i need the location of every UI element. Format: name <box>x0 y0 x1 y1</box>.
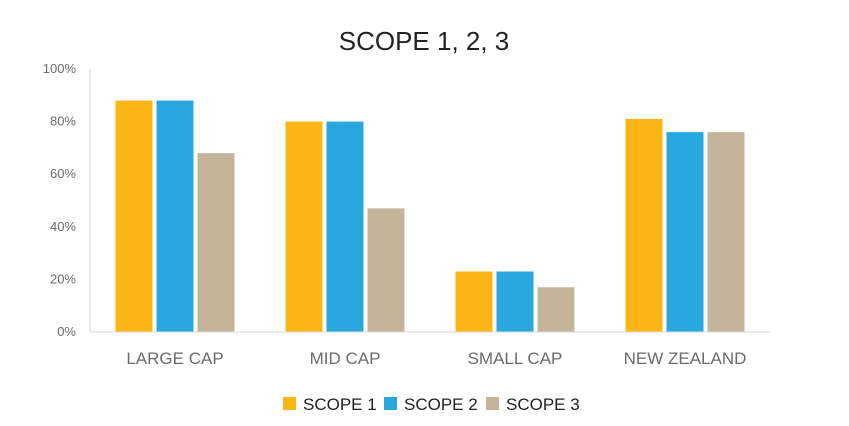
y-tick-label: 0% <box>57 324 76 339</box>
bar-scope-2-large-cap <box>156 100 194 332</box>
bar-scope-3-small-cap <box>537 287 575 332</box>
y-tick-label: 60% <box>50 166 76 181</box>
bar-scope-1-new-zealand <box>625 118 663 332</box>
x-tick-label: MID CAP <box>310 349 381 368</box>
legend-item: SCOPE 3 <box>486 395 580 414</box>
legend: SCOPE 1 SCOPE 2 SCOPE 3 <box>283 395 580 414</box>
bar-scope-1-small-cap <box>455 271 493 332</box>
bar-scope-3-large-cap <box>197 153 235 332</box>
legend-label: SCOPE 2 <box>404 395 478 414</box>
x-tick-label: NEW ZEALAND <box>624 349 747 368</box>
legend-item: SCOPE 1 <box>283 395 377 414</box>
bar-scope-3-mid-cap <box>367 208 405 332</box>
chart-title: SCOPE 1, 2, 3 <box>339 26 510 56</box>
bar-scope-2-new-zealand <box>666 132 704 332</box>
y-tick-label: 20% <box>50 271 76 286</box>
bars-group <box>115 100 745 332</box>
y-tick-label: 100% <box>43 61 77 76</box>
x-tick-label: LARGE CAP <box>126 349 223 368</box>
legend-label: SCOPE 3 <box>506 395 580 414</box>
bar-scope-3-new-zealand <box>707 132 745 332</box>
legend-label: SCOPE 1 <box>303 395 377 414</box>
x-axis: LARGE CAP MID CAP SMALL CAP NEW ZEALAND <box>90 331 770 368</box>
bar-scope-1-large-cap <box>115 100 153 332</box>
legend-swatch <box>486 397 499 410</box>
y-axis: 0% 20% 40% 60% 80% 100% <box>43 61 91 339</box>
bar-scope-2-mid-cap <box>326 121 364 332</box>
y-tick-label: 40% <box>50 219 76 234</box>
x-tick-label: SMALL CAP <box>468 349 563 368</box>
legend-swatch <box>384 397 397 410</box>
bar-scope-1-mid-cap <box>285 121 323 332</box>
legend-item: SCOPE 2 <box>384 395 478 414</box>
legend-swatch <box>283 397 296 410</box>
y-tick-label: 80% <box>50 114 76 129</box>
bar-scope-2-small-cap <box>496 271 534 332</box>
